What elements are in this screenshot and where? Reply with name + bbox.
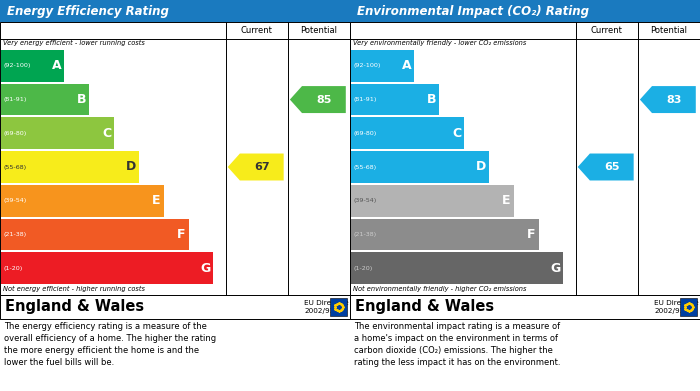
Bar — [1, 50, 64, 82]
Polygon shape — [228, 154, 284, 181]
Text: EU Directive
2002/91/EC: EU Directive 2002/91/EC — [654, 300, 699, 314]
Text: Current: Current — [241, 26, 273, 35]
Text: A: A — [402, 59, 412, 72]
Bar — [1, 252, 213, 284]
Text: (55-68): (55-68) — [4, 165, 27, 170]
Text: The energy efficiency rating is a measure of the
overall efficiency of a home. T: The energy efficiency rating is a measur… — [4, 322, 216, 368]
Bar — [351, 151, 489, 183]
Text: Energy Efficiency Rating: Energy Efficiency Rating — [7, 5, 169, 18]
Text: E: E — [152, 194, 161, 207]
Text: D: D — [475, 160, 486, 174]
Text: (1-20): (1-20) — [4, 265, 23, 271]
Bar — [680, 298, 697, 316]
Text: A: A — [52, 59, 62, 72]
Text: (81-91): (81-91) — [354, 97, 377, 102]
Bar — [350, 0, 700, 22]
Bar — [1, 185, 164, 217]
Text: England & Wales: England & Wales — [5, 300, 144, 314]
Text: Very energy efficient - lower running costs: Very energy efficient - lower running co… — [3, 40, 145, 46]
Text: (55-68): (55-68) — [354, 165, 377, 170]
Text: 85: 85 — [316, 95, 332, 104]
Polygon shape — [578, 154, 634, 181]
Text: (21-38): (21-38) — [4, 232, 27, 237]
Text: Environmental Impact (CO₂) Rating: Environmental Impact (CO₂) Rating — [357, 5, 589, 18]
Bar — [0, 0, 350, 22]
Text: The environmental impact rating is a measure of
a home's impact on the environme: The environmental impact rating is a mea… — [354, 322, 561, 368]
Polygon shape — [290, 86, 346, 113]
Text: (1-20): (1-20) — [354, 265, 373, 271]
Text: B: B — [77, 93, 86, 106]
Text: (39-54): (39-54) — [4, 198, 27, 203]
Text: (81-91): (81-91) — [4, 97, 27, 102]
Bar — [351, 50, 414, 82]
Text: Very environmentally friendly - lower CO₂ emissions: Very environmentally friendly - lower CO… — [353, 40, 526, 46]
Bar — [351, 117, 464, 149]
Bar — [351, 219, 538, 250]
Text: E: E — [502, 194, 511, 207]
Text: Not energy efficient - higher running costs: Not energy efficient - higher running co… — [3, 286, 145, 292]
Text: (39-54): (39-54) — [354, 198, 377, 203]
Bar — [1, 84, 89, 115]
Text: (92-100): (92-100) — [4, 63, 32, 68]
Text: D: D — [125, 160, 136, 174]
Text: (21-38): (21-38) — [354, 232, 377, 237]
Text: F: F — [527, 228, 536, 241]
Text: Potential: Potential — [300, 26, 337, 35]
Text: 65: 65 — [604, 162, 620, 172]
Text: (92-100): (92-100) — [354, 63, 382, 68]
Text: England & Wales: England & Wales — [355, 300, 494, 314]
Bar — [0, 295, 350, 319]
Bar — [351, 252, 564, 284]
Text: EU Directive
2002/91/EC: EU Directive 2002/91/EC — [304, 300, 349, 314]
Bar — [350, 22, 700, 295]
Text: F: F — [177, 228, 186, 241]
Text: 67: 67 — [254, 162, 270, 172]
Text: (69-80): (69-80) — [354, 131, 377, 136]
Bar — [1, 117, 114, 149]
Bar — [351, 185, 514, 217]
Text: Potential: Potential — [650, 26, 687, 35]
Text: G: G — [550, 262, 560, 274]
Text: Current: Current — [591, 26, 623, 35]
Bar — [330, 298, 347, 316]
Polygon shape — [640, 86, 696, 113]
Bar — [1, 219, 188, 250]
Text: C: C — [102, 127, 111, 140]
Text: Not environmentally friendly - higher CO₂ emissions: Not environmentally friendly - higher CO… — [353, 286, 526, 292]
Text: G: G — [200, 262, 210, 274]
Bar — [1, 151, 139, 183]
Text: 83: 83 — [666, 95, 682, 104]
Text: C: C — [452, 127, 461, 140]
Text: (69-80): (69-80) — [4, 131, 27, 136]
Text: B: B — [427, 93, 436, 106]
Bar — [350, 295, 700, 319]
Bar — [0, 22, 350, 295]
Bar — [351, 84, 439, 115]
